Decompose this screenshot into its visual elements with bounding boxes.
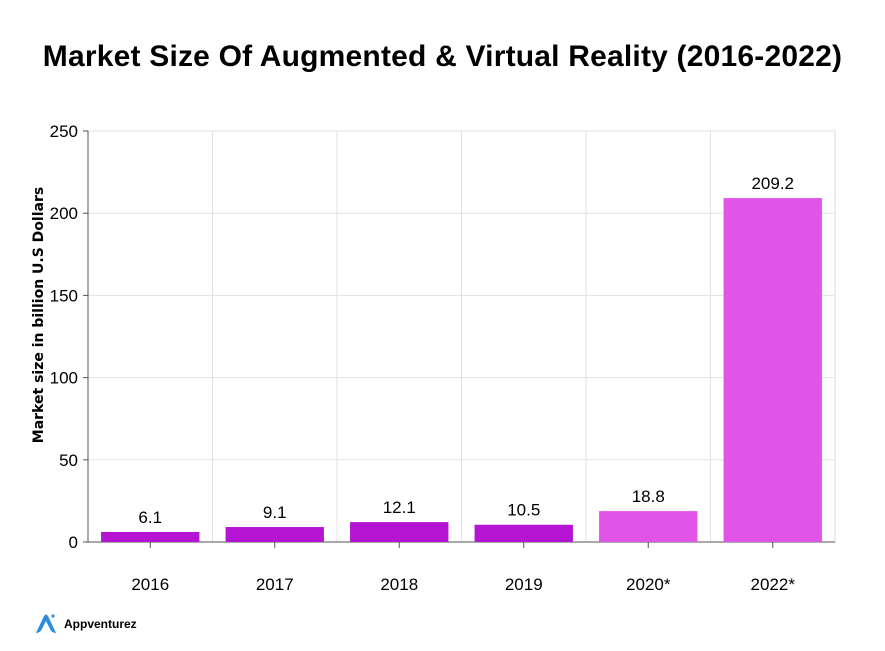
bar-2016[interactable] bbox=[101, 531, 200, 542]
y-tick-label: 150 bbox=[50, 286, 78, 305]
x-tick-label: 2019 bbox=[505, 575, 543, 594]
bar-2018[interactable] bbox=[350, 522, 449, 542]
data-label: 209.2 bbox=[751, 174, 794, 193]
brand-name: Appventurez bbox=[64, 617, 137, 631]
bar-2022*[interactable] bbox=[723, 198, 822, 542]
x-tick-label: 2020* bbox=[626, 575, 671, 594]
x-tick-label: 2022* bbox=[751, 575, 796, 594]
appventurez-logo-icon bbox=[36, 614, 56, 633]
data-label: 6.1 bbox=[138, 508, 162, 527]
data-label: 12.1 bbox=[383, 498, 416, 517]
data-label: 18.8 bbox=[632, 487, 665, 506]
y-tick-label: 100 bbox=[50, 369, 78, 388]
data-label: 9.1 bbox=[263, 503, 287, 522]
y-tick-label: 50 bbox=[59, 451, 78, 470]
brand: Appventurez bbox=[34, 612, 137, 636]
bar-2020*[interactable] bbox=[599, 511, 698, 542]
y-axis-label: Market size in billion U.S Dollars bbox=[31, 187, 47, 443]
x-tick-label: 2017 bbox=[256, 575, 294, 594]
y-tick-label: 250 bbox=[50, 122, 78, 141]
chart-title: Market Size Of Augmented & Virtual Reali… bbox=[42, 40, 843, 73]
y-tick-label: 200 bbox=[50, 204, 78, 223]
bar-2019[interactable] bbox=[474, 524, 573, 542]
data-label: 10.5 bbox=[507, 501, 540, 520]
bar-2017[interactable] bbox=[225, 527, 324, 542]
y-tick-label: 0 bbox=[69, 533, 78, 552]
x-tick-label: 2016 bbox=[131, 575, 169, 594]
x-tick-label: 2018 bbox=[380, 575, 418, 594]
